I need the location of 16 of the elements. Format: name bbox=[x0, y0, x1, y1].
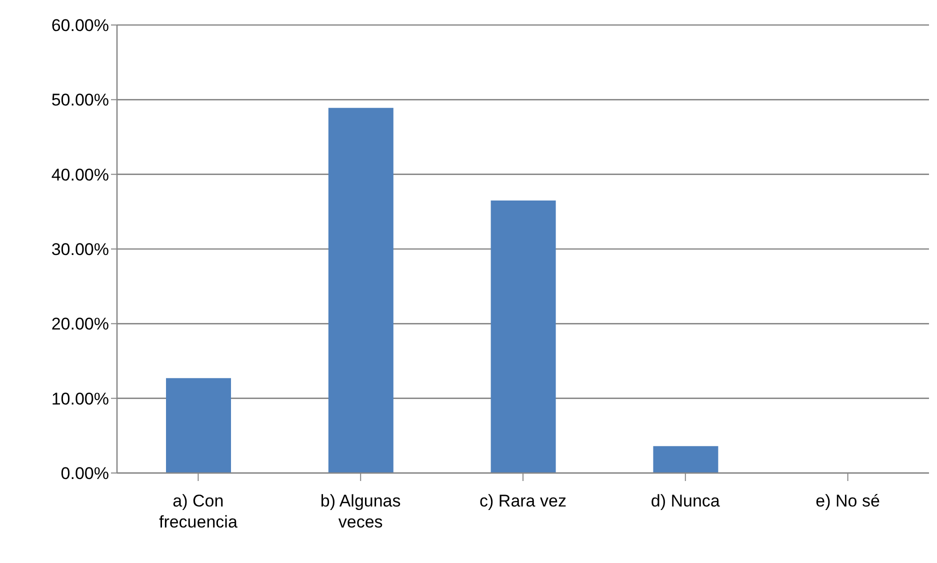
y-tick-label: 20.00% bbox=[51, 314, 109, 334]
y-tick-label: 40.00% bbox=[51, 165, 109, 184]
bar bbox=[653, 446, 718, 473]
x-tick-label: c) Rara vez bbox=[480, 491, 566, 510]
y-tick-label: 60.00% bbox=[51, 16, 109, 36]
y-tick-label: 0.00% bbox=[60, 464, 109, 484]
bar bbox=[328, 108, 394, 473]
y-tick-label: 50.00% bbox=[51, 90, 109, 110]
y-tick-label: 10.00% bbox=[51, 389, 109, 408]
bar bbox=[490, 200, 556, 473]
bar bbox=[166, 378, 231, 473]
x-tick-label: a) Con frecuencia bbox=[158, 491, 238, 532]
y-tick-label: 30.00% bbox=[51, 240, 109, 260]
x-tick-label: e) No sé bbox=[816, 491, 880, 510]
x-tick-label: d) Nunca bbox=[650, 491, 720, 510]
x-tick-label: b) Algunas veces bbox=[320, 491, 401, 532]
